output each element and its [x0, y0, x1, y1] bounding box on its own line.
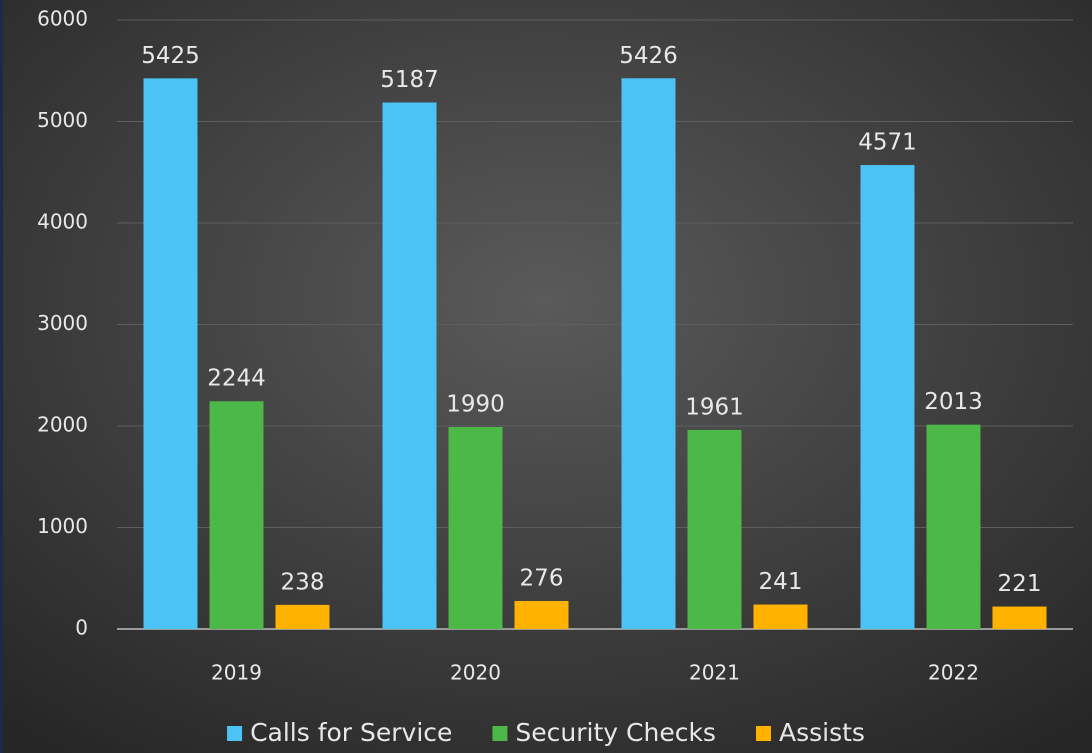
legend-swatch — [755, 726, 771, 741]
bar — [687, 429, 742, 629]
x-tick-label: 2022 — [928, 661, 979, 685]
y-tick-label: 1000 — [37, 514, 88, 538]
y-tick-label: 3000 — [37, 311, 88, 335]
y-tick-label: 6000 — [37, 7, 88, 31]
value-label: 241 — [759, 569, 803, 595]
y-tick-label: 4000 — [37, 210, 88, 234]
legend-label: Assists — [779, 718, 865, 747]
x-tick-label: 2021 — [689, 661, 740, 685]
value-label: 5426 — [619, 43, 678, 69]
legend-label: Security Checks — [515, 718, 716, 747]
y-tick-label: 5000 — [37, 108, 88, 132]
x-tick-label: 2019 — [211, 661, 262, 685]
value-label: 5187 — [380, 67, 439, 93]
value-label: 1961 — [685, 394, 744, 420]
value-label: 2013 — [924, 389, 983, 415]
bar — [926, 424, 981, 629]
value-label: 4571 — [858, 130, 917, 156]
bar — [753, 604, 808, 629]
value-label: 276 — [520, 565, 564, 591]
value-label: 238 — [281, 569, 325, 595]
bar — [275, 604, 330, 629]
bar — [514, 600, 569, 629]
bar — [448, 427, 503, 629]
bar — [992, 606, 1047, 629]
bar — [860, 165, 915, 629]
value-label: 2244 — [207, 366, 266, 392]
bar — [143, 78, 198, 630]
edge — [0, 0, 3, 753]
legend-swatch — [227, 726, 243, 741]
bar — [382, 102, 437, 629]
value-label: 1990 — [446, 392, 505, 418]
x-tick-label: 2020 — [450, 661, 501, 685]
bar — [209, 401, 264, 629]
y-tick-label: 2000 — [37, 413, 88, 437]
legend-swatch — [492, 726, 508, 741]
bar — [621, 78, 676, 630]
value-label: 221 — [998, 571, 1042, 597]
value-label: 5425 — [141, 43, 200, 69]
legend-label: Calls for Service — [250, 718, 452, 747]
y-tick-label: 0 — [75, 616, 88, 640]
